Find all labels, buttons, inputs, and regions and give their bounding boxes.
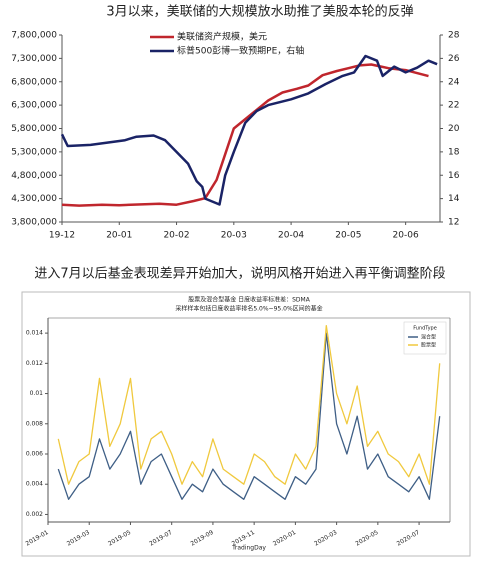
- chart-subtitle: 采样样本包括日度收益率排名5.0%~95.0%区间的基金: [175, 305, 322, 313]
- y-tick-label: 0.002: [26, 511, 43, 518]
- series-line: [57, 332, 441, 500]
- legend-label: 标普500彭博一致预期PE，右轴: [177, 45, 304, 57]
- y-tick-label: 0.004: [26, 481, 43, 488]
- legend-box: [403, 321, 447, 355]
- y-tick-label: 4,800,000: [11, 171, 57, 181]
- y-tick-label: 7,800,000: [11, 31, 57, 41]
- y2-tick-label: 24: [448, 77, 460, 87]
- x-tick-label: 20-03: [221, 231, 247, 241]
- y-tick-label: 3,800,000: [11, 218, 57, 228]
- y2-tick-label: 22: [448, 101, 459, 111]
- y-tick-label: 5,800,000: [11, 124, 57, 134]
- y2-tick-label: 26: [448, 54, 460, 64]
- chart-frame: [21, 291, 471, 557]
- y-tick-label: 7,300,000: [11, 54, 57, 64]
- y-tick-label: 0.014: [26, 330, 43, 337]
- y-tick-label: 4,300,000: [11, 194, 57, 204]
- x-tick-label: 20-05: [335, 231, 361, 241]
- series-line: [60, 54, 438, 206]
- y2-tick-label: 28: [448, 31, 460, 41]
- y2-tick-label: 20: [448, 124, 460, 134]
- x-tick-label: 20-06: [393, 231, 419, 241]
- legend-label: 混合型: [421, 334, 436, 341]
- series-line: [61, 63, 429, 207]
- y2-tick-label: 12: [448, 218, 459, 228]
- y2-tick-label: 18: [448, 147, 460, 157]
- heading: 3月以来，美联储的大规模放水助推了美股本轮的反弹: [106, 4, 413, 20]
- x-tick-label: 20-02: [163, 231, 189, 241]
- chart-title: 股票及混合型基金 日度收益率标准差：SDMA: [188, 296, 311, 304]
- y-tick-label: 5,300,000: [11, 147, 57, 157]
- y-tick-label: 0.008: [26, 420, 43, 427]
- y2-tick-label: 14: [448, 194, 460, 204]
- y2-tick-label: 16: [448, 171, 460, 181]
- y-tick-label: 6,300,000: [11, 101, 57, 111]
- heading: 进入7月以后基金表现差异开始加大，说明风格开始进入再平衡调整阶段: [34, 266, 445, 282]
- legend-title: FundType: [413, 326, 437, 332]
- x-tick-label: 20-04: [278, 231, 304, 241]
- y-tick-label: 0.012: [26, 360, 43, 367]
- y-tick-label: 0.006: [26, 451, 43, 458]
- series-line: [57, 324, 441, 485]
- y-tick-label: 6,800,000: [11, 77, 57, 87]
- legend-label: 美联储资产规模，美元: [177, 31, 267, 43]
- x-tick-label: 20-01: [106, 231, 132, 241]
- legend-label: 股票型: [421, 342, 436, 349]
- y-tick-label: 0.01: [30, 390, 44, 397]
- x-axis-label: TradingDay: [231, 545, 266, 552]
- x-tick-label: 19-12: [49, 231, 75, 241]
